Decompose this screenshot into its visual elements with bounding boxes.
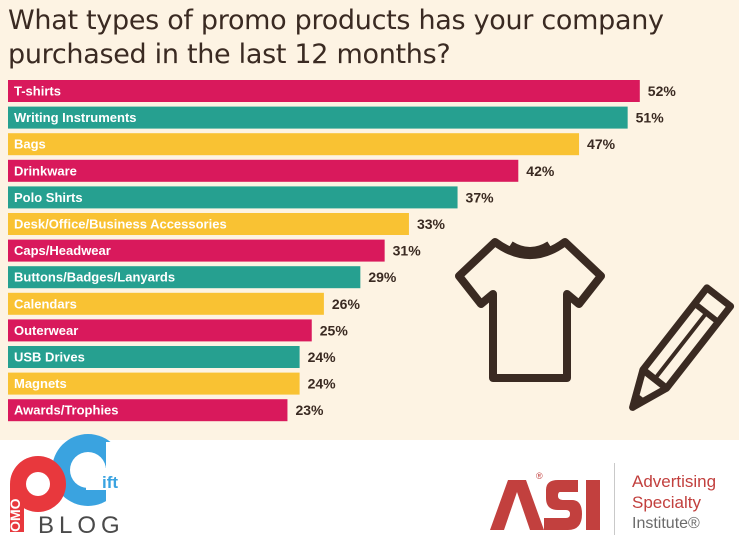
bar-chart: T-shirts 52% Writing Instruments 51% Bags 47%… [8,80,677,422]
bar-7 [8,239,385,262]
category-label: Polo Shirts [14,190,83,205]
bar-6 [8,213,409,235]
tshirt-icon [455,238,605,382]
asi-line-3: Institute® [632,515,700,532]
category-label: Bags [14,137,46,152]
bar-2 [8,106,628,129]
category-label: Calendars [14,296,77,311]
value-label: 25% [320,322,349,338]
promo-gift-blog-logo[interactable]: ift ROMO [0,432,130,545]
bar-10 [8,319,312,342]
value-label: 51% [636,110,665,126]
category-label: Desk/Office/Business Accessories [14,217,227,232]
asi-wordmark[interactable]: Advertising Specialty Institute® [632,471,716,534]
gift-text: ift [102,473,118,492]
bar-1 [8,80,640,102]
value-label: 24% [308,376,337,392]
bar-12 [8,372,300,395]
category-label: Magnets [14,376,67,391]
category-label: Outerwear [14,323,78,338]
promo-text: ROMO [7,498,23,542]
value-label: 47% [587,136,616,152]
value-label: 33% [417,216,446,232]
value-label: 42% [526,163,555,179]
category-label: Buttons/Badges/Lanyards [14,270,175,285]
asi-registered-mark: ® [536,471,543,481]
category-label: USB Drives [14,350,85,365]
value-label: 31% [393,243,422,259]
bar-3 [8,133,580,156]
blog-text: BLOG [38,512,125,539]
value-label: 52% [648,83,677,99]
category-label: Drinkware [14,163,77,178]
bar-11 [8,346,300,368]
category-label: Caps/Headwear [14,243,111,258]
bar-9 [8,292,324,315]
value-label: 37% [466,189,495,205]
logo-divider [614,463,615,535]
value-label: 24% [308,349,337,365]
category-label: Writing Instruments [14,110,137,125]
value-label: 23% [295,402,324,418]
bar-4 [8,159,519,182]
value-label: 29% [368,269,397,285]
value-label: 26% [332,296,361,312]
bar-13 [8,399,288,422]
chart-title: What types of promo products has your co… [8,5,664,70]
pencil-icon [629,284,735,411]
asi-line-2: Specialty [632,493,701,512]
bar-5 [8,186,458,209]
category-label: T-shirts [14,84,61,99]
asi-line-1: Advertising [632,472,717,491]
asi-logo-icon[interactable]: ® [486,470,606,536]
bar-8 [8,266,361,289]
category-label: Awards/Trophies [14,403,119,418]
